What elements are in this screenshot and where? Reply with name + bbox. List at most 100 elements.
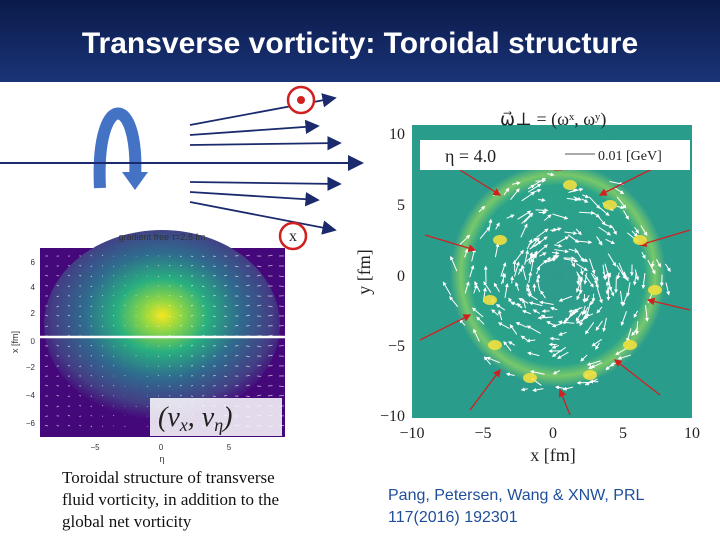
overlay-sub: η [214,415,223,435]
vorticity-arrow [581,198,589,203]
flow-arrow [212,315,216,318]
flow-arrow [146,325,148,328]
vorticity-arrow [497,322,510,329]
flow-arrow [267,374,273,377]
overlay-label: (vx, vη) [158,402,232,435]
flow-arrow [67,325,71,328]
vorticity-arrow [503,340,512,352]
flow-arrow [56,274,60,277]
vorticity-arrow [527,293,538,301]
citation-line: 117(2016) 192301 [388,509,518,526]
vorticity-arrow [471,307,484,318]
y-tick-label: 0 [31,337,36,346]
vorticity-arrow [535,208,549,213]
flow-arrow [201,285,205,288]
vorticity-arrow [535,244,548,256]
flow-arrow [212,255,216,257]
y-tick-label: −2 [26,363,36,372]
vorticity-arrow [606,270,612,278]
vorticity-arrow [589,258,596,275]
vorticity-arrow [536,228,549,238]
flow-arrow [90,295,93,298]
flow-arrow [212,395,216,398]
vorticity-arrow [517,210,532,220]
y-tick-label: 2 [31,309,36,318]
flow-arrow [201,325,205,327]
flow-arrow [168,375,171,377]
vorticity-arrow [526,287,532,297]
flow-arrow [113,384,115,387]
flow-arrow [179,324,182,327]
flow-arrow [113,365,115,367]
vorticity-arrow [568,188,578,194]
flow-arrow [45,325,49,328]
flow-arrow [190,264,194,267]
vorticity-arrow [488,218,493,232]
flow-arrow [267,314,273,317]
flow-arrow [256,304,262,307]
vorticity-arrow [538,197,546,202]
flow-arrow [245,365,250,368]
flow-arrow [157,325,160,327]
vorticity-arrow [664,263,671,272]
flow-arrow [90,275,93,278]
vorticity-arrow [584,378,598,386]
vorticity-arrow [508,297,513,305]
vorticity-arrow [551,346,567,357]
vorticity-arrow [510,275,515,284]
y-tick-label: −4 [26,391,36,400]
vorticity-arrow [575,228,582,236]
flow-arrow [168,264,171,267]
vorticity-arrow [665,282,671,296]
flow-arrow [101,354,104,357]
vorticity-arrow [473,284,478,294]
flow-arrow [190,314,194,317]
beam-arrow [189,119,320,136]
vorticity-arrow [597,238,603,246]
flow-arrow [157,374,160,377]
flow-arrow [101,294,104,297]
flow-arrow [113,275,115,277]
vorticity-arrow [478,205,486,213]
vorticity-arrow [530,258,535,272]
flow-arrow [45,285,49,287]
vorticity-arrow [616,205,625,210]
vorticity-arrow [554,249,569,254]
overlay-part: (v [158,402,180,433]
y-tick-label: 5 [397,197,405,214]
vorticity-arrow [534,236,548,247]
flow-arrow [223,284,228,287]
flow-arrow [146,425,148,427]
caption-line: Toroidal structure of transverse [62,468,275,487]
flow-arrow [190,285,194,287]
flow-arrow [234,355,239,357]
vorticity-arrow [514,261,520,277]
flow-arrow [113,265,115,267]
vorticity-arrow [570,260,575,268]
flow-arrow [157,355,160,358]
flow-arrow [56,344,60,347]
flow-arrow [56,295,60,298]
flow-arrow [101,254,104,257]
vorticity-arrow [563,258,579,263]
flow-arrow [179,394,182,397]
flow-arrow [56,314,60,317]
vorticity-arrow [483,356,492,365]
x-tick-label: 0 [549,425,557,442]
flow-arrow [67,425,71,427]
x-axis-label: η [159,454,164,464]
flow-arrow [278,385,284,388]
vorticity-arrow [579,268,584,276]
flow-arrow [45,314,49,317]
flow-arrow [101,365,104,367]
left-plot: gradient free τ=2.8 fm x [fm] η 6 4 2 0 −2 −4… [10,230,290,464]
vorticity-arrow [640,225,648,237]
vorticity-arrow [551,227,562,232]
header-bar [0,0,720,82]
flow-arrow [79,405,82,407]
flow-arrow [179,295,182,298]
flow-arrow [179,384,182,387]
flow-arrow [168,355,171,357]
flow-arrow [45,384,49,387]
citation: Pang, Petersen, Wang & XNW, PRL 117(2016)… [388,487,645,526]
